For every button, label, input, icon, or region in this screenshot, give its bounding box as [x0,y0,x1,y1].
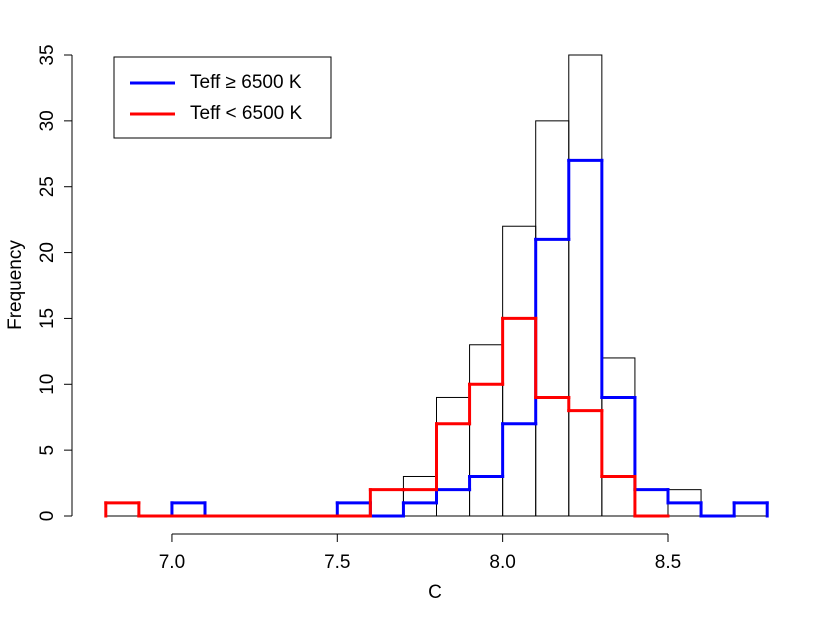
bar [336,502,371,517]
legend-label: Teff ≥ 6500 K [190,72,302,93]
bar [105,502,140,517]
y-tick-label: 10 [37,374,58,395]
bar [568,54,603,517]
y-tick-label: 20 [37,242,58,263]
bar [502,225,537,517]
y-tick-label: 30 [37,110,58,131]
x-tick-label: 8.5 [655,552,681,573]
x-tick-label: 8.0 [489,552,515,573]
bar [369,489,404,517]
legend-label: Teff < 6500 K [190,103,302,124]
bar [171,502,206,517]
bar [634,489,669,517]
bar [535,120,570,517]
legend-box [113,56,332,139]
bar [733,502,768,517]
y-tick-label: 15 [37,308,58,329]
x-axis-label: C [428,582,442,603]
bar [601,357,636,517]
y-tick-label: 5 [37,445,58,456]
bar [436,396,471,517]
bar [469,344,504,517]
y-tick-label: 25 [37,176,58,197]
y-tick-label: 35 [37,44,58,65]
x-tick-label: 7.0 [159,552,185,573]
bar [402,475,437,517]
y-tick-label: 0 [37,511,58,522]
y-axis-label: Frequency [5,240,26,330]
x-tick-label: 7.5 [324,552,350,573]
